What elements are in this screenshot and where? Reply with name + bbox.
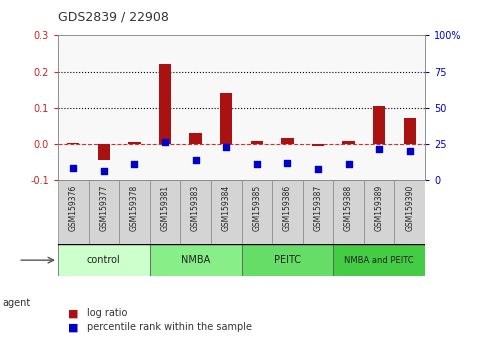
Point — [375, 146, 383, 152]
Text: control: control — [87, 255, 121, 265]
Text: GSM159377: GSM159377 — [99, 185, 108, 231]
Text: GSM159376: GSM159376 — [69, 185, 78, 231]
Point — [314, 166, 322, 172]
Bar — [251, 141, 263, 144]
Point — [130, 162, 138, 167]
Point — [345, 161, 353, 167]
Text: log ratio: log ratio — [87, 308, 128, 318]
Text: GSM159387: GSM159387 — [313, 185, 323, 231]
Bar — [303, 181, 333, 244]
Bar — [333, 181, 364, 244]
Text: GSM159389: GSM159389 — [375, 185, 384, 231]
Bar — [211, 181, 242, 244]
Point — [406, 149, 413, 154]
Point — [161, 139, 169, 145]
Text: GSM159388: GSM159388 — [344, 185, 353, 231]
Bar — [58, 244, 150, 276]
Text: GSM159384: GSM159384 — [222, 185, 231, 231]
Text: GSM159383: GSM159383 — [191, 185, 200, 231]
Bar — [242, 244, 333, 276]
Bar — [373, 106, 385, 144]
Bar — [189, 133, 202, 144]
Text: GSM159390: GSM159390 — [405, 185, 414, 231]
Bar — [88, 181, 119, 244]
Text: ■: ■ — [68, 308, 78, 318]
Bar — [150, 181, 180, 244]
Text: NMBA: NMBA — [181, 255, 210, 265]
Text: GSM159378: GSM159378 — [130, 185, 139, 231]
Bar — [159, 64, 171, 144]
Bar — [364, 181, 395, 244]
Bar — [272, 181, 303, 244]
Bar — [58, 181, 88, 244]
Bar — [180, 181, 211, 244]
Bar — [128, 142, 141, 144]
Bar — [281, 138, 294, 144]
Bar — [220, 93, 232, 144]
Text: GDS2839 / 22908: GDS2839 / 22908 — [58, 10, 169, 23]
Text: percentile rank within the sample: percentile rank within the sample — [87, 322, 252, 332]
Text: ■: ■ — [68, 322, 78, 332]
Point — [253, 162, 261, 167]
Point — [284, 160, 291, 166]
Text: NMBA and PEITC: NMBA and PEITC — [344, 256, 414, 265]
Text: agent: agent — [2, 298, 30, 308]
Point — [192, 157, 199, 162]
Bar — [404, 118, 416, 144]
Bar — [342, 141, 355, 144]
Bar — [395, 181, 425, 244]
Bar — [242, 181, 272, 244]
Point — [222, 144, 230, 149]
Text: PEITC: PEITC — [274, 255, 301, 265]
Bar — [98, 144, 110, 160]
Bar — [119, 181, 150, 244]
Bar — [150, 244, 242, 276]
Text: GSM159381: GSM159381 — [160, 185, 170, 231]
Bar — [312, 144, 324, 146]
Text: GSM159386: GSM159386 — [283, 185, 292, 231]
Text: GSM159385: GSM159385 — [252, 185, 261, 231]
Point — [70, 165, 77, 171]
Point — [100, 169, 108, 174]
Bar — [333, 244, 425, 276]
Bar — [67, 143, 79, 144]
